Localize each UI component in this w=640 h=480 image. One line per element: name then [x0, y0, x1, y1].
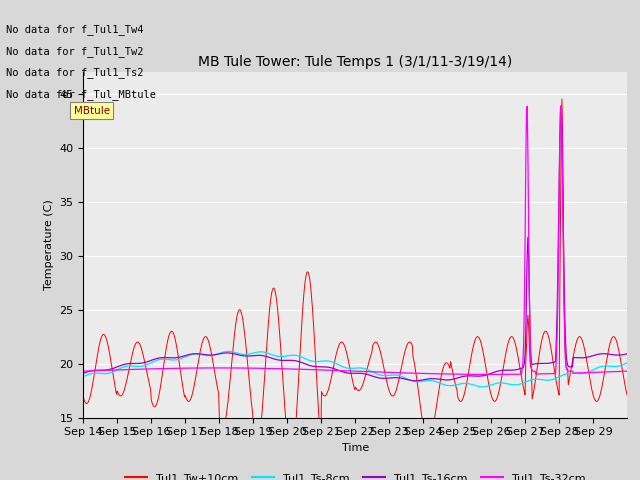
Text: No data for f_Tul_MBtule: No data for f_Tul_MBtule — [6, 89, 156, 100]
Title: MB Tule Tower: Tule Temps 1 (3/1/11-3/19/14): MB Tule Tower: Tule Temps 1 (3/1/11-3/19… — [198, 56, 513, 70]
Legend: Tul1_Tw+10cm, Tul1_Ts-8cm, Tul1_Ts-16cm, Tul1_Ts-32cm: Tul1_Tw+10cm, Tul1_Ts-8cm, Tul1_Ts-16cm,… — [120, 468, 590, 480]
Y-axis label: Temperature (C): Temperature (C) — [44, 199, 54, 290]
Text: No data for f_Tul1_Tw4: No data for f_Tul1_Tw4 — [6, 24, 144, 35]
X-axis label: Time: Time — [342, 443, 369, 453]
Text: No data for f_Tul1_Ts2: No data for f_Tul1_Ts2 — [6, 67, 144, 78]
Text: No data for f_Tul1_Tw2: No data for f_Tul1_Tw2 — [6, 46, 144, 57]
Text: MBtule: MBtule — [74, 106, 109, 116]
